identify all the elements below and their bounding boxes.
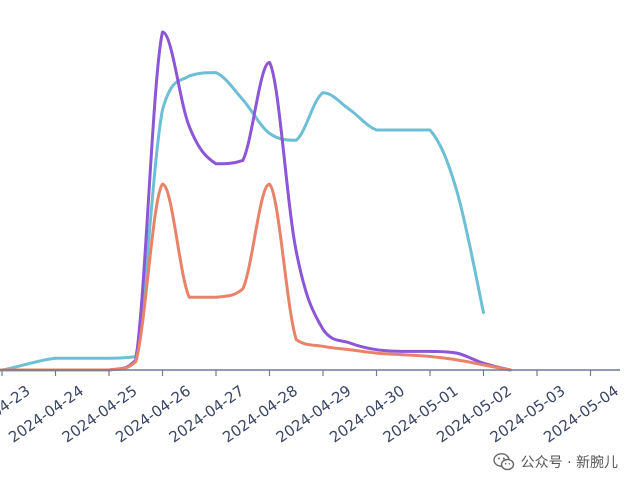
- watermark-account: 公众号 · 新腕儿: [520, 455, 618, 471]
- x-axis: [0, 369, 620, 376]
- x-tick-labels: 2024-04-232024-04-242024-04-252024-04-26…: [0, 382, 622, 447]
- series-line-3: [0, 182, 512, 372]
- series-line-2: [0, 30, 512, 372]
- wechat-icon: [492, 452, 515, 472]
- series-layer: [0, 30, 512, 372]
- watermark: 公众号 · 新腕儿: [492, 452, 618, 472]
- series-line-1: [0, 71, 485, 372]
